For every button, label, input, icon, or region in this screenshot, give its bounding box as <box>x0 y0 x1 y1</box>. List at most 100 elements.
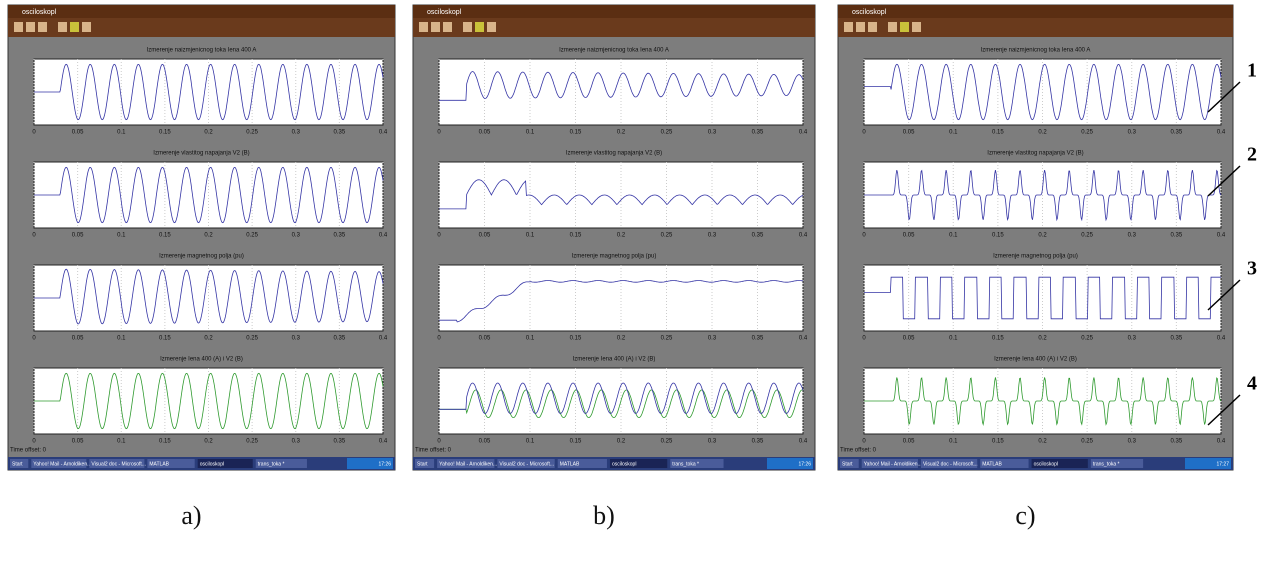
toolbar-button[interactable] <box>463 22 472 32</box>
x-tick-label: 0.4 <box>379 439 388 445</box>
x-tick-label: 0.05 <box>903 233 915 239</box>
toolbar-button[interactable] <box>487 22 496 32</box>
clock: 17:26 <box>798 461 811 467</box>
x-tick-label: 0.4 <box>1217 130 1226 136</box>
x-tick-label: 0.15 <box>570 439 582 445</box>
panel-label: b) <box>593 501 615 530</box>
subplot-title: Izmerenje Iena 400 (A) i V2 (B) <box>994 357 1077 363</box>
toolbar-button[interactable] <box>912 22 921 32</box>
taskbar-label: osciloskopl <box>200 461 224 467</box>
x-tick-label: 0.3 <box>1128 336 1137 342</box>
x-tick-label: 0.25 <box>246 130 258 136</box>
toolbar-button[interactable] <box>38 22 47 32</box>
x-tick-label: 0.05 <box>903 336 915 342</box>
panel-label: c) <box>1015 501 1035 530</box>
x-tick-label: 0.1 <box>526 336 535 342</box>
x-tick-label: 0.4 <box>1217 439 1226 445</box>
x-tick-label: 0.15 <box>159 130 171 136</box>
clock: 17:26 <box>378 461 391 467</box>
x-tick-label: 0.2 <box>617 439 626 445</box>
taskbar-label: MATLAB <box>149 461 169 467</box>
x-tick-label: 0.25 <box>246 233 258 239</box>
callout-label: 3 <box>1247 258 1257 280</box>
time-offset: Time offset: 0 <box>415 448 452 454</box>
x-tick-label: 0.4 <box>1217 233 1226 239</box>
x-tick-label: 0.2 <box>204 439 213 445</box>
toolbar-button[interactable] <box>82 22 91 32</box>
x-tick-label: 0.15 <box>992 336 1004 342</box>
toolbar-button[interactable] <box>58 22 67 32</box>
x-tick-label: 0.2 <box>1038 336 1047 342</box>
x-tick-label: 0.35 <box>1171 336 1183 342</box>
x-tick-label: 0.25 <box>1081 233 1093 239</box>
x-tick-label: 0.1 <box>526 233 535 239</box>
x-tick-label: 0.15 <box>159 439 171 445</box>
subplot-title: Izmerenje vlastitog napajanja V2 (B) <box>987 151 1083 157</box>
x-tick-label: 0.3 <box>292 233 301 239</box>
x-tick-label: 0.3 <box>292 336 301 342</box>
toolbar-button[interactable] <box>26 22 35 32</box>
x-tick-label: 0.4 <box>799 130 808 136</box>
x-tick-label: 0.05 <box>479 130 491 136</box>
x-tick-label: 0.05 <box>479 439 491 445</box>
x-tick-label: 0.35 <box>752 233 764 239</box>
x-tick-label: 0.1 <box>949 336 958 342</box>
taskbar-label: Visual2 doc - Microsoft... <box>91 461 146 467</box>
x-tick-label: 0.3 <box>292 130 301 136</box>
x-tick-label: 0.1 <box>117 336 126 342</box>
x-tick-label: 0.1 <box>526 130 535 136</box>
taskbar-label: MATLAB <box>560 461 580 467</box>
toolbar-button[interactable] <box>844 22 853 32</box>
x-tick-label: 0.4 <box>799 233 808 239</box>
x-tick-label: 0.25 <box>661 130 673 136</box>
x-tick-label: 0.2 <box>204 336 213 342</box>
subplot-title: Izmerenje naizmjenicnog toka Iena 400 A <box>147 48 257 54</box>
x-tick-label: 0.15 <box>159 336 171 342</box>
x-tick-label: 0.4 <box>379 130 388 136</box>
x-tick-label: 0.35 <box>752 439 764 445</box>
toolbar-button[interactable] <box>14 22 23 32</box>
callout-label: 1 <box>1247 60 1257 82</box>
x-tick-label: 0.3 <box>1128 439 1137 445</box>
x-tick-label: 0.3 <box>708 233 717 239</box>
taskbar-label: trans_toka * <box>258 461 285 467</box>
toolbar-button[interactable] <box>475 22 484 32</box>
toolbar-button[interactable] <box>888 22 897 32</box>
taskbar-label: Yahoo! Mail - Arnoldiken... <box>33 461 91 467</box>
x-tick-label: 0.4 <box>379 233 388 239</box>
toolbar-button[interactable] <box>431 22 440 32</box>
x-tick-label: 0.05 <box>479 233 491 239</box>
x-tick-label: 0.35 <box>1171 233 1183 239</box>
x-tick-label: 0.3 <box>708 130 717 136</box>
subplot-title: Izmerenje magnetnog polja (pu) <box>159 254 244 260</box>
toolbar-button[interactable] <box>419 22 428 32</box>
x-tick-label: 0.3 <box>292 439 301 445</box>
toolbar-button[interactable] <box>70 22 79 32</box>
x-tick-label: 0.4 <box>379 336 388 342</box>
toolbar-button[interactable] <box>443 22 452 32</box>
time-offset: Time offset: 0 <box>840 448 877 454</box>
toolbar-button[interactable] <box>868 22 877 32</box>
toolbar-button[interactable] <box>856 22 865 32</box>
x-tick-label: 0.2 <box>1038 233 1047 239</box>
time-offset: Time offset: 0 <box>10 448 47 454</box>
taskbar-label: osciloskopl <box>1034 461 1058 467</box>
title-bar <box>8 5 395 18</box>
taskbar-label: osciloskopl <box>612 461 636 467</box>
x-tick-label: 0.35 <box>334 130 346 136</box>
figure: osciloskopl Izmerenje naizmjenicnog toka … <box>0 0 1269 556</box>
x-tick-label: 0.25 <box>1081 130 1093 136</box>
title-bar <box>413 5 815 18</box>
x-tick-label: 0.4 <box>1217 336 1226 342</box>
subplot-title: Izmerenje vlastitog napajanja V2 (B) <box>153 151 249 157</box>
x-tick-label: 0.2 <box>617 233 626 239</box>
toolbar-button[interactable] <box>900 22 909 32</box>
x-tick-label: 0.25 <box>661 233 673 239</box>
x-tick-label: 0.15 <box>992 233 1004 239</box>
x-tick-label: 0.35 <box>752 336 764 342</box>
x-tick-label: 0.35 <box>334 439 346 445</box>
x-tick-label: 0.3 <box>1128 233 1137 239</box>
x-tick-label: 0.1 <box>117 439 126 445</box>
x-tick-label: 0.4 <box>799 439 808 445</box>
taskbar-label: trans_toka * <box>672 461 699 467</box>
